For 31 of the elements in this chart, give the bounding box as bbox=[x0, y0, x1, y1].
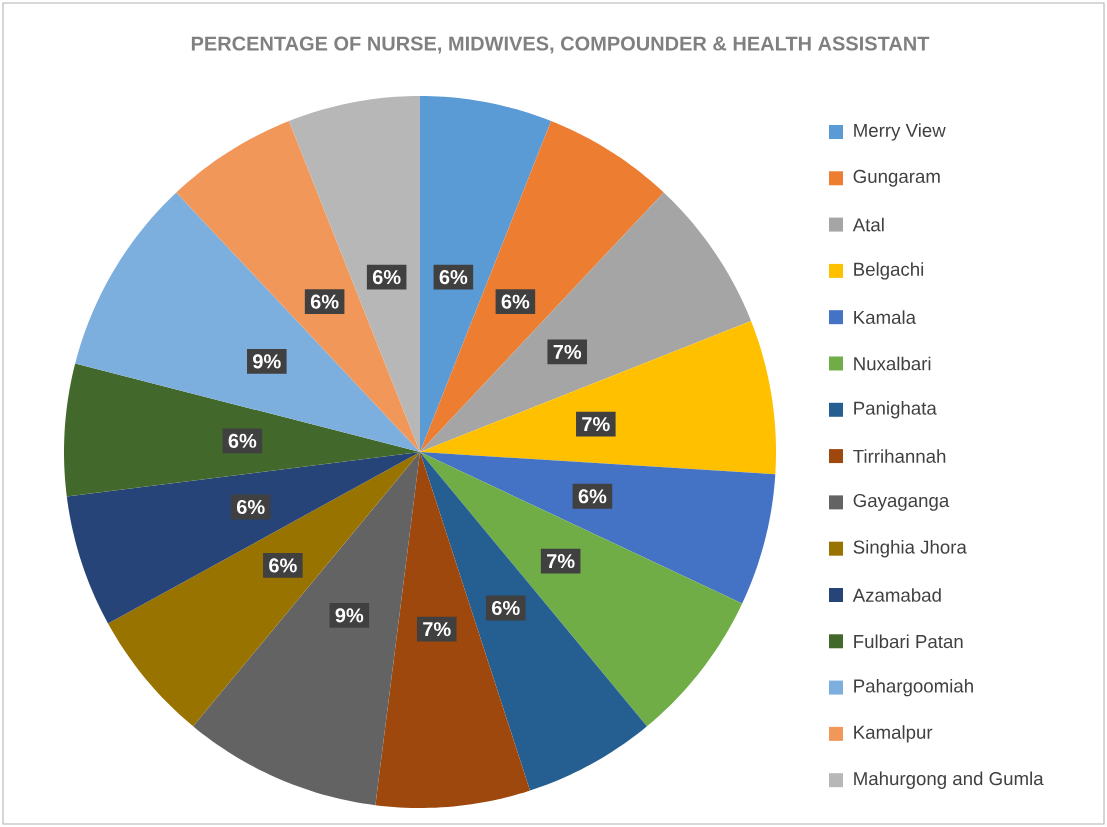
legend-label: Singhia Jhora bbox=[853, 539, 967, 558]
data-label: 6% bbox=[372, 270, 401, 285]
data-label: 7% bbox=[582, 417, 610, 432]
legend-label: Mahurgong and Gumla bbox=[854, 771, 1044, 789]
data-label: 6% bbox=[269, 558, 297, 573]
legend-label: Tirrihannah bbox=[853, 449, 946, 463]
data-label: 7% bbox=[553, 344, 582, 359]
data-label: 9% bbox=[253, 354, 281, 369]
data-label: 6% bbox=[439, 270, 468, 285]
legend-label: Azamabad bbox=[852, 588, 941, 602]
legend-label: Pahargoomiah bbox=[854, 678, 973, 697]
data-label: 6% bbox=[492, 600, 520, 616]
legend-label: Fulbari Patan bbox=[854, 634, 963, 649]
legend-label: Kamala bbox=[854, 310, 917, 325]
data-label: 7% bbox=[423, 622, 451, 637]
data-label: 9% bbox=[335, 608, 364, 623]
legend-label: Panighata bbox=[854, 401, 937, 419]
legend-label: Gayaganga bbox=[853, 493, 950, 511]
data-label: 6% bbox=[501, 294, 530, 309]
legend-label: Merry View bbox=[854, 123, 946, 141]
chart-title: PERCENTAGE OF NURSE, MIDWIVES, COMPOUNDER & HEALTH ASSISTANT bbox=[191, 36, 930, 54]
data-label: 7% bbox=[547, 554, 575, 569]
legend-label: Kamalpur bbox=[854, 725, 933, 743]
legend-label: Gungaram bbox=[853, 169, 940, 187]
legend-label: Atal bbox=[852, 217, 884, 232]
legend-label: Belgachi bbox=[854, 262, 924, 280]
data-label: 6% bbox=[578, 489, 607, 504]
data-label: 6% bbox=[310, 294, 339, 309]
legend-label: Nuxalbari bbox=[854, 356, 931, 371]
data-label: 6% bbox=[228, 433, 257, 448]
data-label: 6% bbox=[237, 499, 265, 515]
